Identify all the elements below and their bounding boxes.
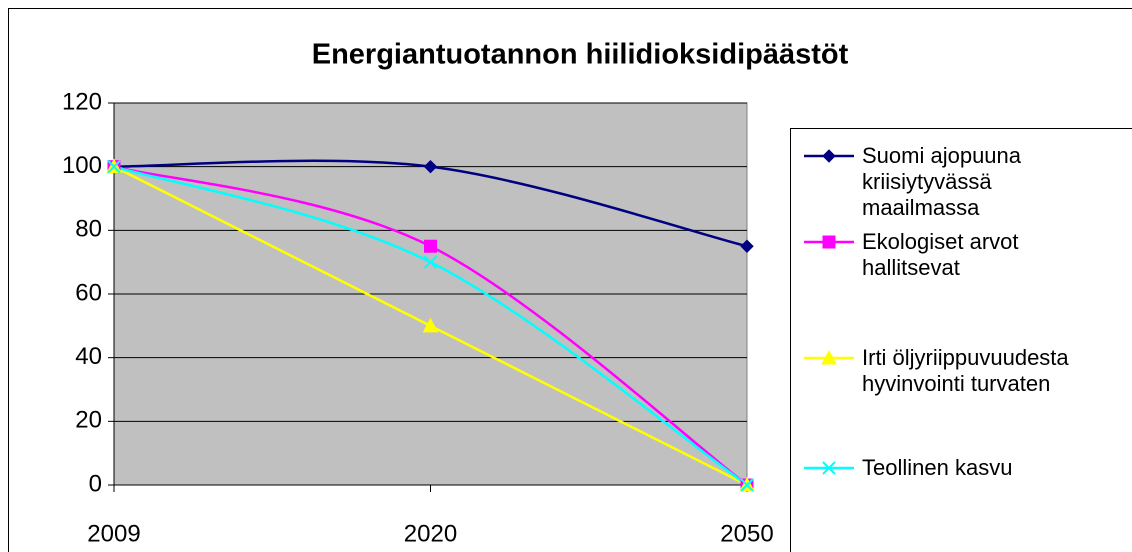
legend-swatch (804, 149, 854, 163)
data-point (423, 255, 438, 269)
legend-marker (822, 461, 836, 475)
legend-swatch (804, 235, 854, 249)
y-tick-label: 80 (75, 216, 102, 243)
data-point (423, 159, 438, 174)
legend-marker (822, 235, 836, 249)
legend-marker (821, 349, 837, 365)
data-point (740, 478, 754, 492)
legend-swatch (804, 461, 854, 475)
data-point (740, 239, 754, 253)
data-point (107, 159, 121, 174)
y-tick-label: 20 (75, 407, 102, 434)
legend-marker (822, 149, 836, 163)
y-tick-label: 60 (75, 279, 102, 306)
x-tick-label: 2020 (404, 520, 457, 547)
legend-label: Suomi ajopuuna kriisiytyvässä maailmassa (862, 143, 1022, 220)
x-tick-label: 2050 (720, 520, 773, 547)
x-tick-label: 2009 (87, 520, 140, 547)
y-tick-label: 100 (62, 152, 102, 179)
legend-label: Ekologiset arvot hallitsevat (862, 229, 1019, 280)
legend-swatch (804, 349, 854, 365)
legend-entry: Irti öljyriippuvuudesta hyvinvointi turv… (800, 345, 1130, 397)
data-point (422, 317, 439, 333)
data-point (424, 239, 437, 253)
legend-box (790, 128, 1132, 552)
legend-label: Irti öljyriippuvuudesta hyvinvointi turv… (862, 345, 1069, 396)
legend-entry: Suomi ajopuuna kriisiytyvässä maailmassa (800, 143, 1130, 221)
y-tick-label: 120 (62, 88, 102, 115)
y-tick-label: 40 (75, 343, 102, 370)
legend-entry: Ekologiset arvot hallitsevat (800, 229, 1130, 281)
chart-title: Energiantuotannon hiilidioksidipäästöt (312, 39, 849, 71)
legend-entry: Teollinen kasvu (800, 455, 1130, 481)
legend-label: Teollinen kasvu (862, 455, 1013, 480)
y-tick-label: 0 (89, 470, 102, 497)
